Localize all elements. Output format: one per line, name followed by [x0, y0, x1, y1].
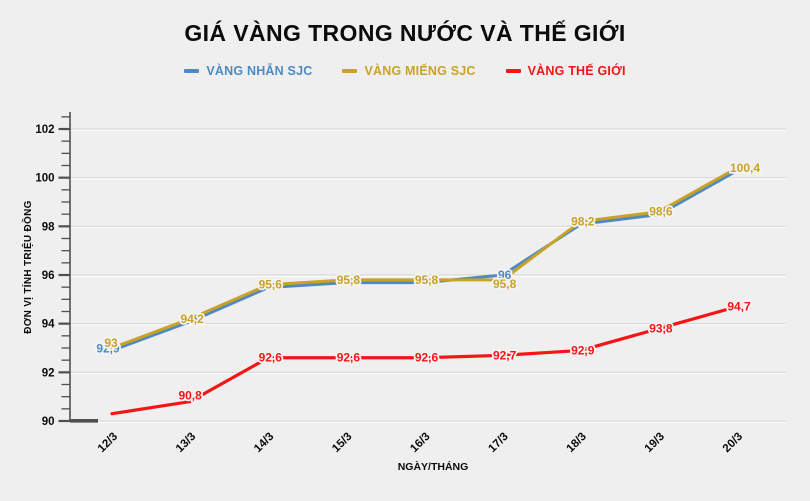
data-label: 95,6 — [259, 278, 283, 292]
data-label: 92,9 — [96, 341, 120, 355]
x-tick-label: 16/3 — [408, 431, 432, 455]
y-tick-label: 96 — [42, 270, 55, 282]
y-tick-label: 102 — [35, 124, 54, 136]
data-label: 90,8 — [178, 389, 202, 403]
legend-label: VÀNG NHẪN SJC — [206, 64, 313, 78]
data-label: 98,6 — [649, 205, 673, 219]
x-tick-label: 19/3 — [643, 431, 667, 455]
data-label: 93 — [104, 336, 118, 350]
legend: VÀNG NHẪN SJC VÀNG MIẾNG SJC VÀNG THẾ GI… — [0, 64, 810, 78]
x-tick-label: 13/3 — [174, 431, 198, 455]
data-label: 96 — [498, 268, 512, 282]
legend-item-vang-the-gioi[interactable]: VÀNG THẾ GIỚI — [505, 64, 626, 78]
y-tick-label: 100 — [35, 173, 54, 185]
legend-dash-icon — [184, 69, 200, 73]
x-tick-label: 12/3 — [96, 431, 120, 455]
x-tick-label: 17/3 — [486, 431, 510, 455]
data-label: 93,8 — [649, 322, 673, 336]
data-label: 100,4 — [730, 161, 760, 175]
y-tick-label: 92 — [42, 367, 55, 379]
legend-dash-icon — [342, 69, 358, 73]
data-label: 95,8 — [493, 277, 517, 291]
x-tick-label: 20/3 — [721, 431, 745, 455]
data-label: 92,7 — [493, 348, 517, 362]
x-tick-label: 15/3 — [330, 431, 354, 455]
series-line-vang-mieng-sjc — [110, 166, 739, 350]
y-tick-label: 98 — [42, 221, 55, 233]
y-tick-label: 94 — [42, 319, 55, 331]
data-label: 94,7 — [727, 300, 751, 314]
data-label: 92,9 — [571, 343, 595, 357]
legend-label: VÀNG MIẾNG SJC — [364, 64, 476, 78]
x-tick-label: 14/3 — [252, 431, 276, 455]
data-label: 92,6 — [415, 351, 439, 365]
data-label: 95,8 — [415, 273, 439, 287]
x-tick-label: 18/3 — [565, 431, 589, 455]
y-tick-label: 90 — [42, 416, 55, 428]
legend-label: VÀNG THẾ GIỚI — [527, 64, 626, 78]
legend-item-vang-mieng-sjc[interactable]: VÀNG MIẾNG SJC — [342, 64, 475, 78]
legend-dash-icon — [505, 69, 521, 73]
chart-title: GIÁ VÀNG TRONG NƯỚC VÀ THẾ GIỚI — [184, 20, 626, 46]
data-label: 92,6 — [337, 351, 361, 365]
series-line-vang-the-gioi — [110, 305, 739, 416]
data-label: 94,2 — [180, 312, 204, 326]
legend-item-vang-nhan-sjc[interactable]: VÀNG NHẪN SJC — [184, 64, 312, 78]
x-axis-title: NGÀY/THÁNG — [398, 460, 469, 473]
y-axis-title: ĐƠN VỊ TÍNH TRIỆU ĐỒNG — [21, 200, 34, 333]
data-label: 95,8 — [337, 273, 361, 287]
series-line-vang-nhan-sjc — [110, 169, 739, 352]
data-label: 92,6 — [259, 351, 283, 365]
data-label: 98,2 — [571, 214, 595, 228]
